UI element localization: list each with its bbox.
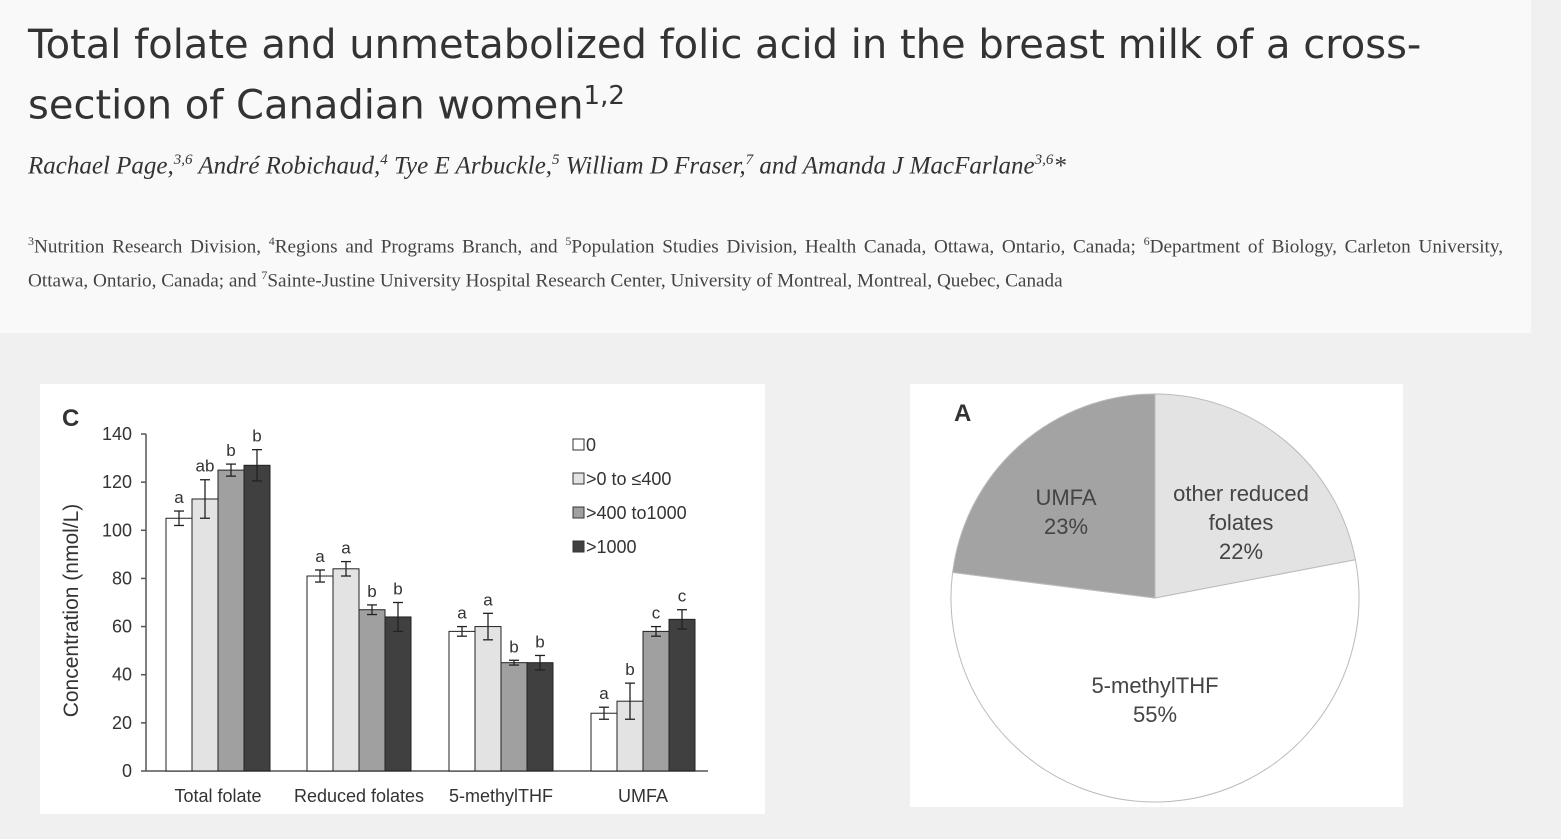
legend-label: 0 — [586, 435, 596, 455]
affiliation-text: Regions and Programs Branch, and — [274, 236, 566, 258]
bar — [526, 662, 554, 772]
x-tick-label: UMFA — [618, 786, 668, 806]
y-tick-label: 140 — [102, 424, 132, 444]
bar — [217, 469, 245, 772]
affiliation-number: 3 — [28, 234, 34, 248]
legend-label: >400 to1000 — [586, 503, 687, 523]
panel-label-a: A — [954, 400, 971, 427]
significance-letter: b — [393, 580, 402, 599]
author-affiliation-ref[interactable]: 5 — [552, 152, 560, 168]
bar — [306, 575, 334, 772]
y-tick-label: 60 — [112, 617, 132, 637]
author-name[interactable]: and Amanda J MacFarlane — [753, 152, 1035, 180]
slice-label: 5-methylTHF — [1091, 673, 1218, 698]
title-footnote-ref[interactable]: 1,2 — [583, 81, 625, 111]
bar — [474, 626, 502, 772]
author-affiliation-ref[interactable]: 3,6 — [173, 152, 193, 168]
y-tick-label: 0 — [122, 761, 132, 781]
significance-letter: a — [483, 590, 493, 609]
y-tick-label: 40 — [112, 665, 132, 685]
significance-letter: a — [174, 488, 184, 507]
pie-slice — [952, 393, 1156, 599]
x-tick-label: Total folate — [174, 786, 261, 806]
bar — [384, 616, 412, 772]
title-text: Total folate and unmetabolized folic aci… — [28, 22, 1422, 129]
slice-value: 55% — [1133, 702, 1177, 727]
bar-chart: C 0 20 40 60 80 100 120 140 Concentration (nmol/L… — [60, 405, 708, 806]
bar — [500, 662, 528, 772]
author-name[interactable]: William D Fraser, — [559, 152, 746, 180]
significance-letter: a — [599, 684, 609, 703]
affiliation-text: Department of Biology, Carleton Universi… — [28, 236, 1504, 292]
bar — [191, 498, 219, 772]
author-affiliation-ref[interactable]: 3,6 — [1034, 152, 1054, 168]
affiliation-number: 5 — [565, 234, 572, 248]
bar — [642, 630, 670, 772]
author-name[interactable]: Tye E Arbuckle, — [387, 152, 553, 180]
figure-panel-c: C 0 20 40 60 80 100 120 140 Concentration (nmol/L… — [40, 384, 765, 814]
legend-swatch — [572, 540, 585, 553]
affiliation-text: Nutrition Research Division, — [34, 236, 269, 258]
legend-label: >1000 — [586, 537, 637, 557]
significance-letter: b — [509, 637, 518, 656]
slice-label: UMFA — [1035, 485, 1096, 510]
author-list: Rachael Page,3,6 André Robichaud,4 Tye E… — [28, 152, 1518, 180]
y-tick-label: 20 — [112, 713, 132, 733]
x-tick-label: Reduced folates — [294, 786, 424, 806]
article-header: Total folate and unmetabolized folic aci… — [0, 0, 1531, 333]
author-affiliation-ref[interactable]: 4 — [380, 152, 388, 168]
bar — [332, 568, 360, 772]
y-axis-title: Concentration (nmol/L) — [60, 504, 83, 718]
bar — [448, 630, 476, 772]
x-tick-label: 5-methylTHF — [449, 786, 553, 806]
bar — [590, 712, 618, 772]
slice-label: other reduced folates — [1173, 481, 1309, 535]
author-affiliation-ref[interactable]: 7 — [745, 152, 754, 168]
significance-letter: a — [341, 539, 351, 558]
affiliations: 3Nutrition Research Division, 4Regions a… — [28, 227, 1503, 296]
legend-swatch — [572, 438, 585, 451]
significance-letter: c — [678, 587, 687, 606]
slice-value: 23% — [1044, 514, 1088, 539]
slice-value: 22% — [1219, 539, 1263, 564]
significance-letter: b — [252, 427, 261, 446]
affiliation-number: 4 — [268, 234, 275, 248]
pie-slice — [950, 559, 1360, 803]
article-title: Total folate and unmetabolized folic aci… — [28, 20, 1508, 131]
y-tick-label: 80 — [112, 568, 132, 588]
significance-letter: c — [652, 604, 661, 623]
significance-letter: b — [367, 582, 376, 601]
significance-letter: a — [457, 604, 467, 623]
panel-label-c: C — [62, 405, 79, 432]
y-tick-label: 100 — [102, 520, 132, 540]
significance-letter: b — [535, 632, 544, 651]
significance-letter: b — [625, 660, 634, 679]
affiliation-number: 6 — [1143, 234, 1150, 248]
author-name[interactable]: Rachael Page, — [28, 152, 174, 180]
affiliation-text: Population Studies Division, Health Cana… — [571, 236, 1144, 258]
significance-letter: b — [226, 441, 235, 460]
affiliation-number: 7 — [261, 268, 268, 283]
pie-slice — [1154, 393, 1356, 599]
legend-swatch — [572, 472, 585, 485]
bar — [668, 618, 696, 772]
author-name[interactable]: André Robichaud, — [192, 152, 381, 180]
bar — [165, 517, 193, 772]
significance-letter: a — [315, 547, 325, 566]
affiliation-text: Sainte-Justine University Hospital Resea… — [267, 270, 1063, 292]
significance-letter: ab — [196, 457, 215, 476]
legend-swatch — [572, 506, 585, 519]
bar — [243, 464, 271, 772]
legend-label: >0 to ≤400 — [586, 469, 671, 489]
corresponding-author-mark[interactable]: * — [1053, 152, 1066, 180]
bar — [358, 609, 386, 772]
y-tick-label: 120 — [102, 472, 132, 492]
